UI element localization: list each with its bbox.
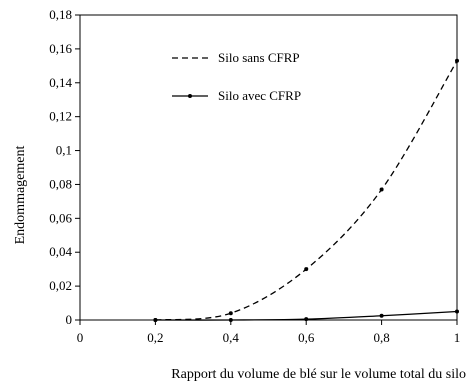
y-tick-label: 0,06 xyxy=(49,210,72,225)
series-avec-cfrp xyxy=(153,309,459,322)
legend: Silo sans CFRP Silo avec CFRP xyxy=(172,50,301,103)
legend-label-avec-cfrp: Silo avec CFRP xyxy=(218,88,301,103)
x-axis-ticks: 0 0,2 0,4 0,6 0,8 1 xyxy=(77,320,461,345)
data-point xyxy=(304,317,309,322)
x-axis-title: Rapport du volume de blé sur le volume t… xyxy=(171,367,466,382)
data-point xyxy=(228,311,233,316)
legend-label-sans-cfrp: Silo sans CFRP xyxy=(218,50,300,65)
data-point xyxy=(153,318,158,322)
data-point xyxy=(379,313,384,318)
y-tick-label: 0,16 xyxy=(49,41,72,56)
x-tick-label: 0,6 xyxy=(298,330,315,345)
x-tick-label: 0,8 xyxy=(373,330,389,345)
data-point xyxy=(455,309,459,314)
y-tick-label: 0,18 xyxy=(49,7,72,22)
data-point xyxy=(455,58,459,63)
y-tick-label: 0,12 xyxy=(49,109,72,124)
data-point xyxy=(304,267,309,272)
y-tick-label: 0,02 xyxy=(49,278,72,293)
y-axis-ticks: 0 0,02 0,04 0,06 0,08 0,1 0,12 0,14 0,16 0,18 xyxy=(49,7,80,327)
plot-area xyxy=(79,14,458,321)
data-point xyxy=(228,318,233,322)
x-tick-label: 0,2 xyxy=(147,330,163,345)
y-tick-label: 0,08 xyxy=(49,176,72,191)
series-line xyxy=(155,60,458,321)
y-axis-title: Endommagement xyxy=(13,146,28,245)
data-point xyxy=(379,187,384,192)
y-tick-label: 0,04 xyxy=(49,244,72,259)
x-tick-label: 0 xyxy=(77,330,84,345)
series-layer xyxy=(153,58,459,322)
y-tick-label: 0 xyxy=(66,312,73,327)
y-tick-label: 0,1 xyxy=(56,143,72,158)
legend-marker-avec-cfrp xyxy=(188,94,192,98)
x-tick-label: 1 xyxy=(454,330,461,345)
x-tick-label: 0,4 xyxy=(223,330,240,345)
y-tick-label: 0,14 xyxy=(49,75,72,90)
